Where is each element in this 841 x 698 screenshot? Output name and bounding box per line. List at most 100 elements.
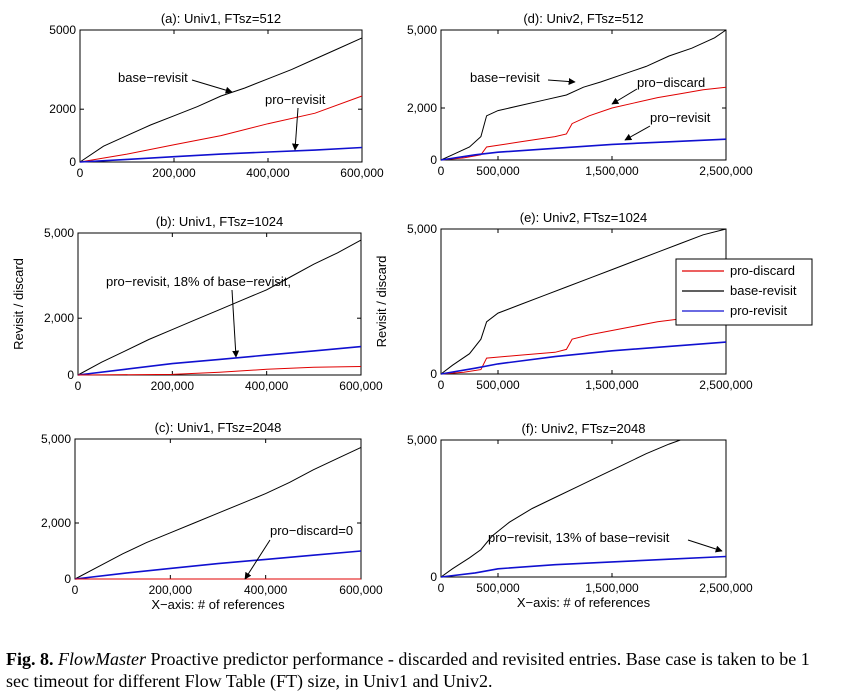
y-tick-label: 2000	[49, 102, 76, 116]
y-tick-label: 5,000	[41, 432, 71, 446]
plot-frame	[77, 232, 362, 376]
annotation-arrow	[291, 107, 299, 151]
series-line-pro-revisit	[74, 550, 362, 580]
y-tick-label: 5000	[49, 23, 76, 37]
chart-title: (d): Univ2, FTsz=512	[523, 11, 643, 26]
annotation-label: pro−discard=0	[270, 523, 353, 538]
x-tick-label: 400,000	[246, 166, 290, 180]
series-line-base-revisit	[440, 439, 692, 578]
annotation-arrow	[244, 539, 271, 580]
series-line-pro-revisit	[79, 146, 363, 163]
caption-label: Fig. 8.	[6, 649, 54, 669]
figure-caption: Fig. 8. FlowMaster Proactive predictor p…	[6, 648, 836, 692]
legend-entry: pro-revisit	[730, 303, 787, 318]
series-line-base-revisit	[440, 29, 727, 161]
series-line-pro-revisit	[77, 345, 362, 376]
chart-panel-d: (d): Univ2, FTsz=512 0 500,000 1,500,000 2,5…	[407, 11, 753, 178]
series-line-pro-discard	[79, 95, 363, 163]
chart-panel-f: (f): Univ2, FTsz=2048 0 500,000 1,500,000 2,…	[407, 421, 753, 610]
series-line-pro-discard	[440, 86, 727, 161]
chart-title: (b): Univ1, FTsz=1024	[156, 214, 284, 229]
x-tick-label: 0	[72, 583, 79, 597]
annotation-arrow	[191, 79, 233, 94]
x-tick-label: 2,500,000	[699, 581, 753, 595]
x-tick-label: 400,000	[244, 583, 288, 597]
chart-title: (e): Univ2, FTsz=1024	[520, 210, 648, 225]
x-tick-label: 200,000	[151, 379, 195, 393]
series-line-pro-discard	[440, 312, 727, 375]
legend-box	[675, 258, 813, 326]
x-axis-label: X−axis: # of references	[517, 595, 651, 610]
chart-title: (c): Univ1, FTsz=2048	[155, 420, 282, 435]
x-tick-label: 200,000	[152, 166, 196, 180]
x-tick-label: 500,000	[476, 164, 520, 178]
series-line-pro-discard	[77, 366, 362, 376]
annotation-label: pro−revisit	[265, 92, 326, 107]
y-tick-label: 0	[64, 572, 71, 586]
y-axis-label: Revisit / discard	[374, 256, 389, 348]
caption-text: Proactive predictor performance - discar…	[6, 649, 810, 691]
y-tick-label: 0	[430, 367, 437, 381]
x-tick-label: 200,000	[149, 583, 193, 597]
chart-title: (f): Univ2, FTsz=2048	[522, 421, 646, 436]
annotation-arrow	[231, 289, 240, 358]
x-tick-label: 400,000	[245, 379, 289, 393]
chart-panel-c: (c): Univ1, FTsz=2048 0 200,000 400,000 600,…	[41, 420, 383, 612]
x-tick-label: 1,500,000	[585, 164, 639, 178]
y-tick-label: 2,000	[407, 101, 437, 115]
chart-title: (a): Univ1, FTsz=512	[161, 11, 281, 26]
panels-group: (a): Univ1, FTsz=512 0 200,000 400,000 600,0…	[11, 11, 813, 612]
x-tick-label: 2,500,000	[699, 378, 753, 392]
y-tick-label: 0	[69, 155, 76, 169]
x-tick-label: 600,000	[339, 583, 383, 597]
plot-frame	[440, 29, 727, 161]
y-tick-label: 2,000	[41, 516, 71, 530]
series-line-pro-revisit	[440, 341, 727, 375]
annotation-arrow	[547, 78, 576, 86]
chart-panel-a: (a): Univ1, FTsz=512 0 200,000 400,000 600,0…	[49, 11, 384, 180]
x-tick-label: 500,000	[476, 378, 520, 392]
y-tick-label: 0	[430, 570, 437, 584]
annotation-label: pro−discard	[637, 75, 705, 90]
annotation-arrow	[624, 125, 651, 141]
plot-frame	[440, 439, 727, 578]
y-tick-label: 5,000	[407, 222, 437, 236]
x-tick-label: 0	[438, 581, 445, 595]
x-tick-label: 0	[438, 164, 445, 178]
annotation-arrow	[611, 88, 638, 105]
legend-entry: base-revisit	[730, 283, 797, 298]
annotation-arrow	[687, 539, 723, 553]
x-tick-label: 500,000	[476, 581, 520, 595]
x-tick-label: 0	[77, 166, 84, 180]
plot-frame	[74, 438, 362, 580]
legend-entry: pro-discard	[730, 263, 795, 278]
legend: pro-discard base-revisit pro-revisit	[675, 258, 813, 326]
y-tick-label: 5,000	[407, 23, 437, 37]
series-line-base-revisit	[77, 239, 362, 376]
x-tick-label: 600,000	[339, 379, 383, 393]
y-tick-label: 5,000	[407, 433, 437, 447]
series-line-base-revisit	[440, 228, 727, 375]
y-axis-label: Revisit / discard	[11, 258, 26, 350]
y-tick-label: 2,000	[44, 311, 74, 325]
chart-panel-b: (b): Univ1, FTsz=1024 0 200,000 400,000 600,…	[11, 214, 383, 393]
x-tick-label: 0	[438, 378, 445, 392]
x-tick-label: 1,500,000	[585, 581, 639, 595]
x-tick-label: 0	[75, 379, 82, 393]
x-axis-label: X−axis: # of references	[151, 597, 285, 612]
y-tick-label: 0	[430, 153, 437, 167]
y-tick-label: 5,000	[44, 226, 74, 240]
x-tick-label: 2,500,000	[699, 164, 753, 178]
annotation-label: pro−revisit, 18% of base−revisit,	[106, 274, 291, 289]
annotation-label: pro−revisit, 13% of base−revisit	[488, 530, 670, 545]
annotation-label: pro−revisit	[650, 110, 711, 125]
x-tick-label: 1,500,000	[585, 378, 639, 392]
figure-canvas: (a): Univ1, FTsz=512 0 200,000 400,000 600,0…	[11, 11, 813, 612]
caption-italic: FlowMaster	[58, 649, 146, 669]
annotation-label: base−revisit	[470, 70, 540, 85]
chart-panel-e: (e): Univ2, FTsz=1024 0 500,000 1,500,000 2,…	[374, 210, 813, 392]
series-line-pro-revisit	[440, 138, 727, 161]
x-tick-label: 600,000	[340, 166, 384, 180]
series-line-pro-revisit	[440, 555, 727, 578]
annotation-label: base−revisit	[118, 70, 188, 85]
